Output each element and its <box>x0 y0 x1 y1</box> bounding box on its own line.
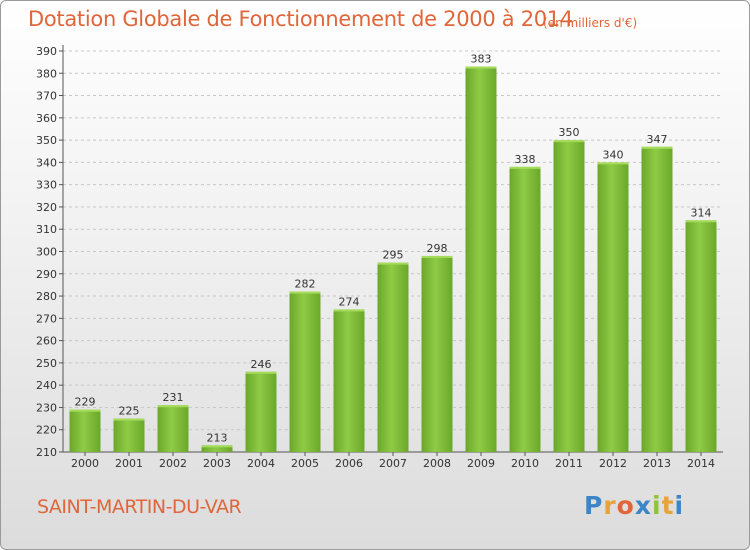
bar <box>377 262 409 452</box>
x-tick-label: 2005 <box>291 457 319 470</box>
data-label: 295 <box>383 249 404 262</box>
logo-letter: i <box>652 491 662 520</box>
bar-top-highlight <box>641 146 673 149</box>
bar <box>289 291 321 452</box>
x-tick-label: 2007 <box>379 457 407 470</box>
logo-letter: x <box>634 491 652 520</box>
y-tick-label: 250 <box>36 357 57 370</box>
data-label: 246 <box>251 358 272 371</box>
bar-top-highlight <box>69 409 101 412</box>
y-tick-label: 220 <box>36 424 57 437</box>
x-tick-label: 2003 <box>203 457 231 470</box>
bar-top-highlight <box>333 309 365 312</box>
data-label: 383 <box>471 53 492 66</box>
y-tick-label: 310 <box>36 223 57 236</box>
x-tick-label: 2001 <box>115 457 143 470</box>
bar <box>333 309 365 452</box>
bar-top-highlight <box>685 220 717 223</box>
data-label: 338 <box>515 153 536 166</box>
chart-title: Dotation Globale de Fonctionnement de 20… <box>28 7 573 31</box>
labels: 229 225 231 213 246 282 274 295 298 383 338 350 340 3… <box>75 53 712 445</box>
bar-top-highlight <box>465 66 497 69</box>
data-label: 213 <box>207 431 228 444</box>
data-label: 274 <box>339 295 360 308</box>
data-label: 231 <box>163 391 184 404</box>
y-tick-label: 280 <box>36 290 57 303</box>
bar-top-highlight <box>201 445 233 448</box>
y-tick-label: 380 <box>36 67 57 80</box>
bar-top-highlight <box>421 255 453 258</box>
y-tick-label: 290 <box>36 268 57 281</box>
x-tick-label: 2000 <box>71 457 99 470</box>
data-label: 340 <box>603 148 624 161</box>
data-label: 347 <box>647 133 668 146</box>
logo-letter: o <box>616 491 635 520</box>
y-tick-label: 330 <box>36 179 57 192</box>
data-label: 229 <box>75 396 96 409</box>
logo-letter: t <box>661 491 675 520</box>
x-tick-label: 2004 <box>247 457 275 470</box>
bar-top-highlight <box>113 418 145 421</box>
x-tick-label: 2011 <box>555 457 583 470</box>
x-tick-label: 2002 <box>159 457 187 470</box>
y-tick-label: 370 <box>36 90 57 103</box>
bar-top-highlight <box>377 262 409 265</box>
bar-top-highlight <box>553 140 585 143</box>
x-tick-label: 2009 <box>467 457 495 470</box>
y-tick-label: 270 <box>36 312 57 325</box>
x-tick-label: 2014 <box>687 457 715 470</box>
bar-top-highlight <box>289 291 321 294</box>
data-label: 282 <box>295 278 316 291</box>
bar <box>553 140 585 452</box>
data-label: 350 <box>559 126 580 139</box>
x-tick-label: 2012 <box>599 457 627 470</box>
x-tick-label: 2010 <box>511 457 539 470</box>
bar <box>597 162 629 452</box>
y-tick-label: 350 <box>36 134 57 147</box>
y-tick-label: 260 <box>36 335 57 348</box>
logo-letter: i <box>674 491 685 520</box>
bar <box>245 371 277 452</box>
data-label: 225 <box>119 405 140 418</box>
logo-letter: P <box>584 491 604 520</box>
x-tick-label: 2006 <box>335 457 363 470</box>
bar <box>69 409 101 452</box>
bar <box>421 255 453 452</box>
y-tick-label: 240 <box>36 379 57 392</box>
city-name: SAINT-MARTIN-DU-VAR <box>37 496 242 518</box>
logo-letter: r <box>603 491 617 520</box>
chart-subtitle: (en milliers d'€) <box>543 16 638 30</box>
bar <box>113 418 145 452</box>
x-tick-label: 2013 <box>643 457 671 470</box>
bar <box>201 445 233 452</box>
bar <box>509 166 541 452</box>
bar-top-highlight <box>597 162 629 165</box>
y-tick-label: 300 <box>36 246 57 259</box>
bar <box>685 220 717 452</box>
axes: 210 220 230 240 250 260 270 280 290 300 310 320 330 3… <box>36 45 723 470</box>
y-tick-label: 340 <box>36 156 57 169</box>
bar-top-highlight <box>245 371 277 374</box>
bar-top-highlight <box>157 405 189 408</box>
data-label: 314 <box>691 206 712 219</box>
y-tick-label: 230 <box>36 401 57 414</box>
y-tick-label: 320 <box>36 201 57 214</box>
x-tick-label: 2008 <box>423 457 451 470</box>
y-tick-label: 390 <box>36 45 57 58</box>
y-tick-label: 360 <box>36 112 57 125</box>
bar <box>465 66 497 452</box>
bars <box>69 66 717 453</box>
bar-top-highlight <box>509 166 541 169</box>
y-tick-label: 210 <box>36 446 57 459</box>
proxiti-logo: Proxiti <box>584 491 684 520</box>
bar <box>157 405 189 452</box>
bar <box>641 146 673 453</box>
data-label: 298 <box>427 242 448 255</box>
